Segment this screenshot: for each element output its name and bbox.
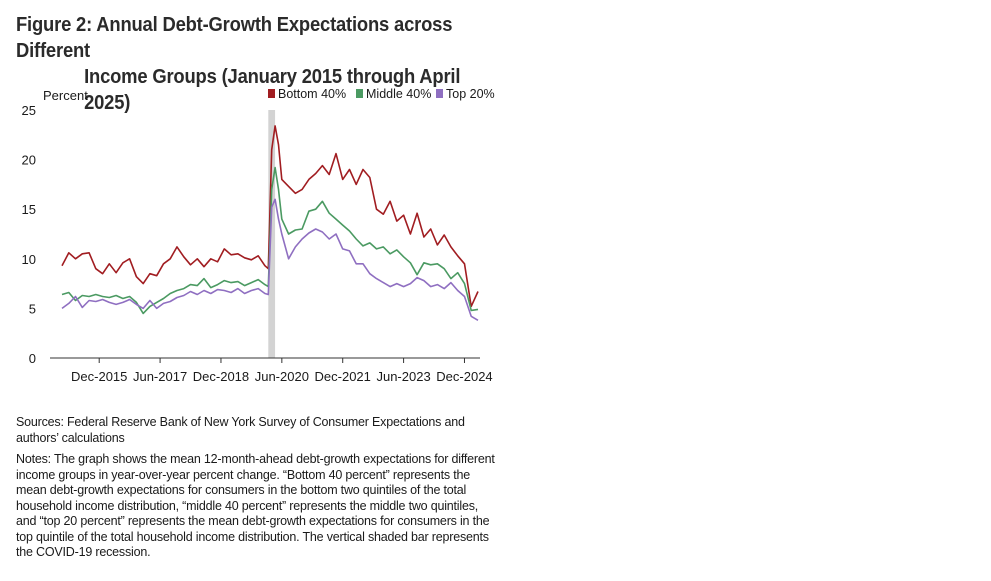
footnotes: Sources: Federal Reserve Bank of New Yor… xyxy=(16,415,496,567)
line-chart: 0 5 10 15 20 25 Dec-2015 Jun-2017 Dec-2018 Jun-2… xyxy=(22,87,495,384)
figure-title: Figure 2: Annual Debt-Growth Expectation… xyxy=(16,12,494,116)
legend-swatch xyxy=(268,89,275,98)
figure-title-line1: Figure 2: Annual Debt-Growth Expectation… xyxy=(16,14,453,62)
legend-swatch xyxy=(436,89,443,98)
y-tick-label: 10 xyxy=(22,252,36,267)
x-tick-label: Dec-2018 xyxy=(193,369,249,384)
legend-label: Bottom 40% xyxy=(278,87,346,101)
x-axis: Dec-2015 Jun-2017 Dec-2018 Jun-2020 Dec-2021… xyxy=(50,357,493,384)
figure-title-line2: Income Groups (January 2015 through Apri… xyxy=(84,66,461,114)
series-layer xyxy=(61,125,479,321)
x-tick-label: Jun-2020 xyxy=(255,369,309,384)
x-tick-label: Dec-2015 xyxy=(71,369,127,384)
sources-text: Sources: Federal Reserve Bank of New Yor… xyxy=(16,415,465,445)
legend-label: Middle 40% xyxy=(366,87,431,101)
series-line-middle-40 xyxy=(61,166,479,315)
covid-recession-shade xyxy=(268,110,276,358)
x-tick-label: Dec-2021 xyxy=(315,369,371,384)
y-tick-label: 25 xyxy=(22,103,36,118)
y-tick-label: 0 xyxy=(29,351,36,366)
shade-layer xyxy=(268,110,276,358)
legend-swatch xyxy=(356,89,363,98)
y-axis: 0 5 10 15 20 25 xyxy=(22,103,36,366)
y-tick-label: 20 xyxy=(22,153,36,168)
series-line-top-20 xyxy=(61,198,479,321)
legend: Bottom 40% Middle 40% Top 20% xyxy=(268,87,495,101)
x-tick-label: Jun-2023 xyxy=(376,369,430,384)
x-tick-label: Dec-2024 xyxy=(436,369,492,384)
y-tick-label: 15 xyxy=(22,202,36,217)
series-line-bottom-40 xyxy=(61,125,479,308)
y-axis-label: Percent xyxy=(43,88,88,103)
legend-label: Top 20% xyxy=(446,87,495,101)
notes-text: Notes: The graph shows the mean 12-month… xyxy=(16,452,495,559)
y-tick-label: 5 xyxy=(29,301,36,316)
x-tick-label: Jun-2017 xyxy=(133,369,187,384)
